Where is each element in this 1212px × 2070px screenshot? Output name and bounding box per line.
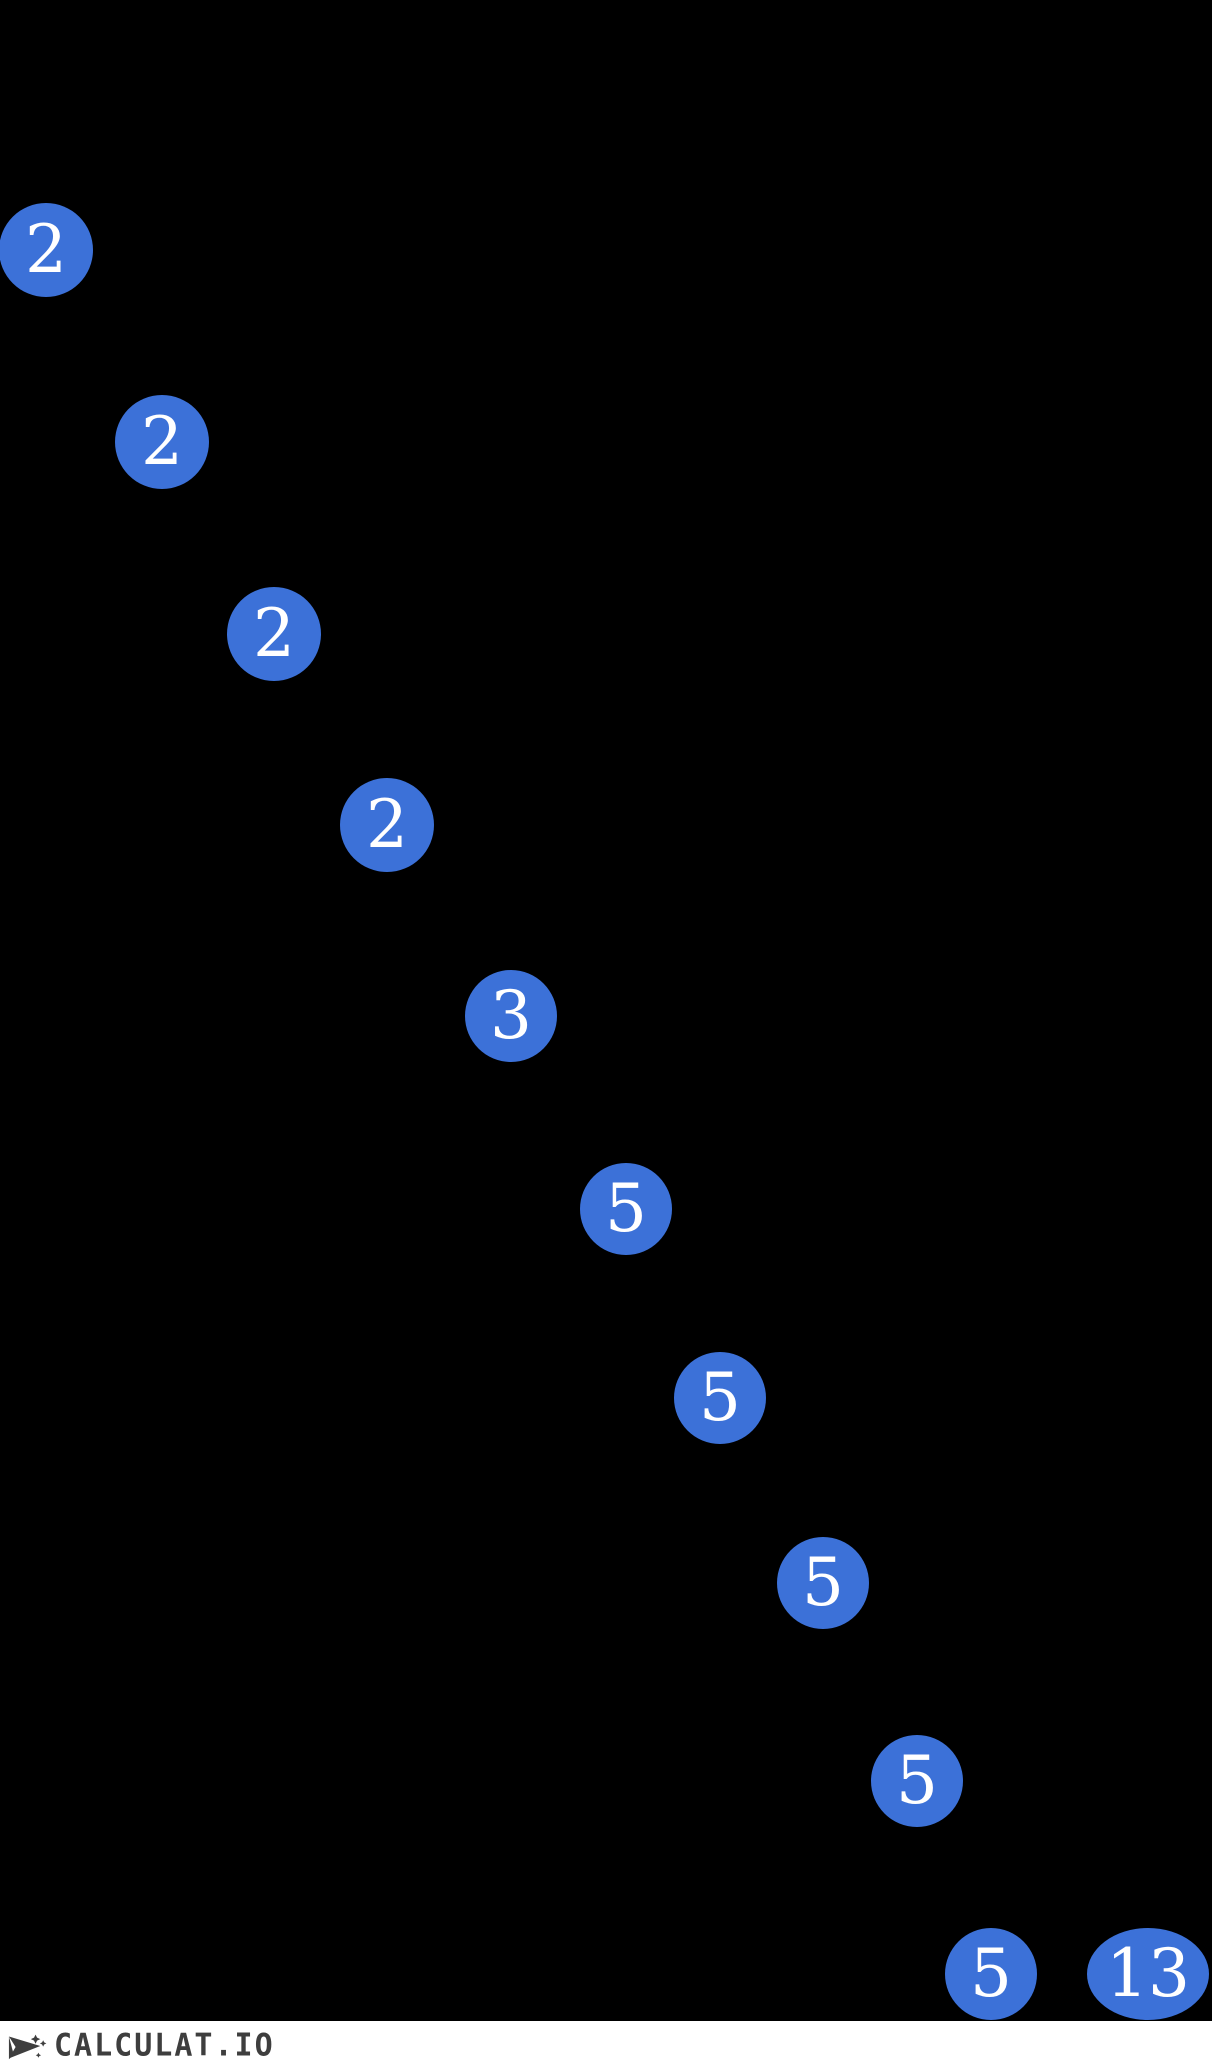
tree-node-label: 5 bbox=[802, 1544, 844, 1621]
tree-node-3: 3 bbox=[465, 970, 557, 1062]
tree-node-label: 5 bbox=[896, 1742, 938, 1819]
tree-node-label: 5 bbox=[605, 1170, 647, 1247]
tree-node-label: 2 bbox=[366, 786, 408, 863]
tree-node-label: 3 bbox=[490, 977, 532, 1054]
tree-node-2: 2 bbox=[115, 395, 209, 489]
tree-node-label: 2 bbox=[25, 211, 67, 288]
tree-node-label: 5 bbox=[699, 1359, 741, 1436]
tree-node-2: 2 bbox=[0, 203, 93, 297]
tree-node-5: 5 bbox=[580, 1163, 672, 1255]
paper-plane-icon bbox=[6, 2027, 48, 2065]
tree-node-5: 5 bbox=[674, 1352, 766, 1444]
brand-text: CALCULAT.IO bbox=[54, 2026, 275, 2064]
tree-node-label: 2 bbox=[141, 403, 183, 480]
tree-node-13: 13 bbox=[1087, 1928, 1209, 2020]
tree-node-label: 2 bbox=[253, 595, 295, 672]
watermark-bar: CALCULAT.IO bbox=[0, 2021, 1212, 2070]
tree-node-label: 5 bbox=[970, 1935, 1012, 2012]
tree-node-2: 2 bbox=[340, 778, 434, 872]
tree-node-5: 5 bbox=[871, 1735, 963, 1827]
tree-node-5: 5 bbox=[777, 1537, 869, 1629]
tree-node-5: 5 bbox=[945, 1928, 1037, 2020]
tree-node-label: 13 bbox=[1106, 1935, 1190, 2012]
tree-node-2: 2 bbox=[227, 587, 321, 681]
